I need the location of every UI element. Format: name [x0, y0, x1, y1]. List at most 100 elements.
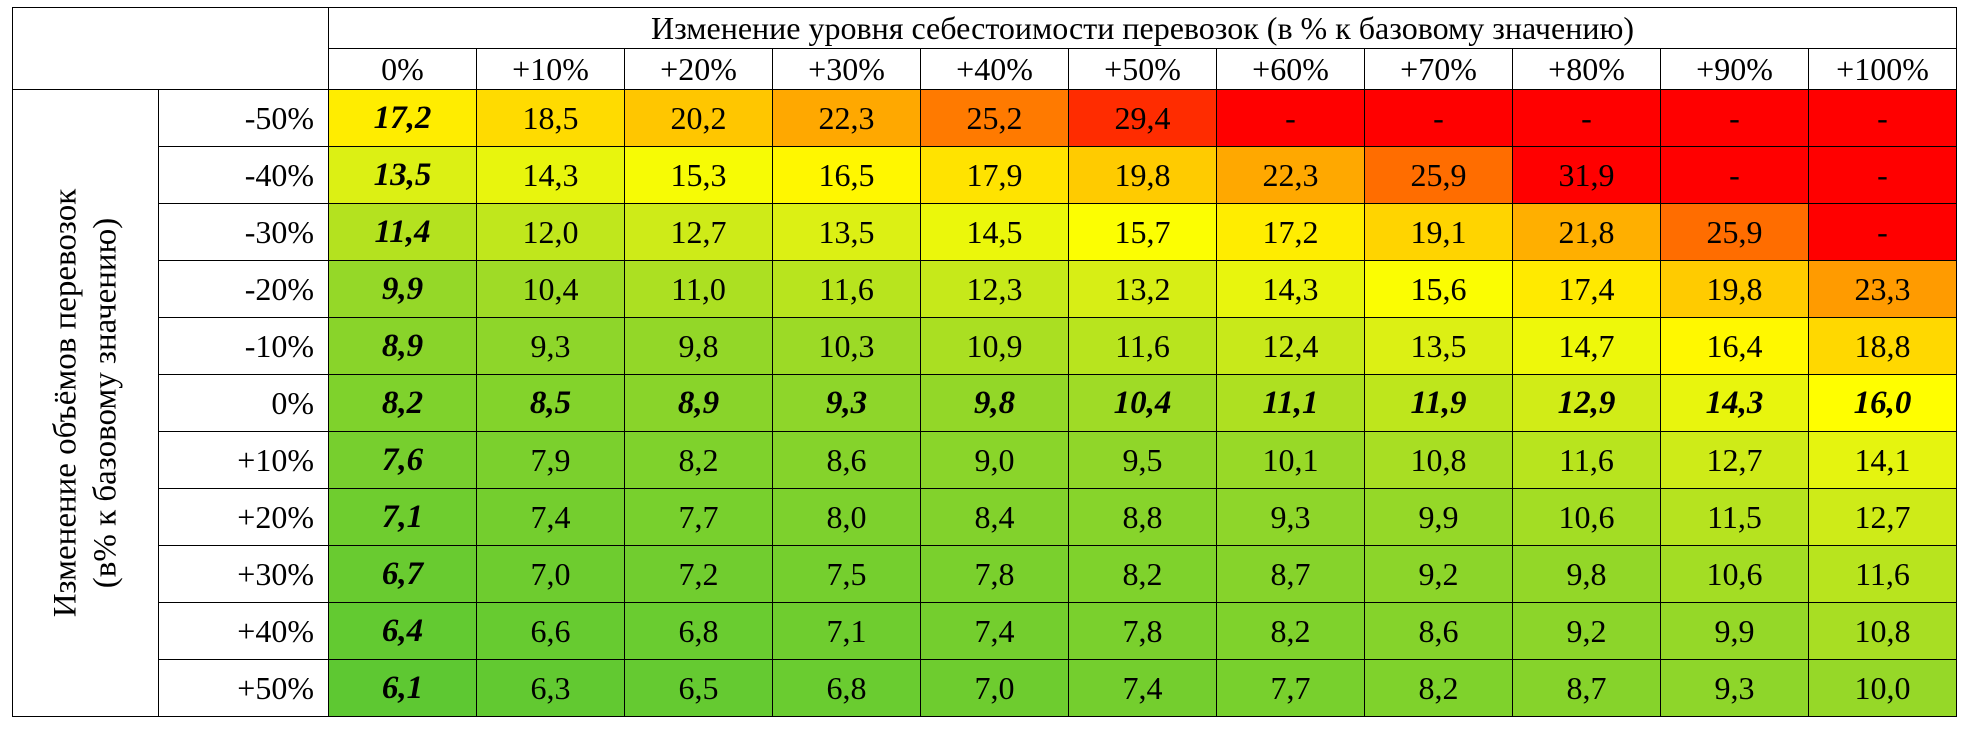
heatmap-cell: -: [1216, 89, 1365, 147]
heatmap-cell: 22,3: [1216, 146, 1365, 204]
heatmap-cell: 16,0: [1808, 374, 1957, 432]
heatmap-cell: 7,1: [328, 488, 477, 546]
x-tick-label: +10%: [476, 48, 625, 90]
heatmap-cell: 7,0: [920, 659, 1069, 717]
heatmap-cell: 8,9: [328, 317, 477, 375]
heatmap-cell: 19,1: [1364, 203, 1513, 261]
table-row: -40% 13,5 14,3 15,3 16,5 17,9 19,8 22,3 25,9 31,9…: [13, 146, 1957, 204]
heatmap-cell: 7,7: [624, 488, 773, 546]
heatmap-cell: 25,9: [1364, 146, 1513, 204]
heatmap-cell: 13,5: [1364, 317, 1513, 375]
heatmap-cell: 29,4: [1068, 89, 1217, 147]
x-tick-label: 0%: [328, 48, 477, 90]
heatmap-cell: 8,2: [328, 374, 477, 432]
heatmap-cell: -: [1808, 89, 1957, 147]
heatmap-cell: 10,8: [1808, 602, 1957, 660]
heatmap-cell: 10,4: [1068, 374, 1217, 432]
heatmap-cell: 9,8: [1512, 545, 1661, 603]
y-axis-title: Изменение объёмов перевозок (в% к базовом…: [12, 89, 159, 717]
heatmap-cell: 7,6: [328, 431, 477, 489]
table-row: +30% 6,7 7,0 7,2 7,5 7,8 8,2 8,7 9,2 9,8 10,6 11,6: [13, 545, 1957, 603]
heatmap-cell: 6,7: [328, 545, 477, 603]
heatmap-cell: 16,5: [772, 146, 921, 204]
heatmap-cell: 12,4: [1216, 317, 1365, 375]
heatmap-cell: -: [1660, 146, 1809, 204]
heatmap-cell: 9,0: [920, 431, 1069, 489]
heatmap-cell: 10,6: [1512, 488, 1661, 546]
heatmap-cell: 8,2: [1216, 602, 1365, 660]
table-row: +20% 7,1 7,4 7,7 8,0 8,4 8,8 9,3 9,9 10,6 11,5 12,7: [13, 488, 1957, 546]
table-row: Изменение объёмов перевозок (в% к базовом…: [12, 89, 1957, 717]
heatmap-cell: 9,9: [1364, 488, 1513, 546]
heatmap-cell: 7,4: [920, 602, 1069, 660]
heatmap-cell: -: [1808, 146, 1957, 204]
heatmap-cell: 8,5: [476, 374, 625, 432]
heatmap-cell: 7,4: [1068, 659, 1217, 717]
heatmap-cell: 9,9: [1660, 602, 1809, 660]
y-tick-label: +30%: [158, 545, 329, 603]
y-tick-label: -10%: [158, 317, 329, 375]
heatmap-cell: 10,1: [1216, 431, 1365, 489]
heatmap-cell: 17,4: [1512, 260, 1661, 318]
heatmap-cell: 23,3: [1808, 260, 1957, 318]
heatmap-cell: 14,7: [1512, 317, 1661, 375]
table-row: +40% 6,4 6,6 6,8 7,1 7,4 7,8 8,2 8,6 9,2 9,9 10,8: [13, 602, 1957, 660]
y-axis-title-line: (в% к базовому значению): [86, 217, 123, 589]
heatmap-cell: 8,4: [920, 488, 1069, 546]
heatmap-cell: 6,5: [624, 659, 773, 717]
heatmap-cell: 17,2: [328, 89, 477, 147]
heatmap-cell: 8,8: [1068, 488, 1217, 546]
heatmap-cell: 9,8: [920, 374, 1069, 432]
heatmap-cell: 7,7: [1216, 659, 1365, 717]
y-tick-label: -40%: [158, 146, 329, 204]
header-title-row: Изменение уровня себестоимости перевозок…: [12, 7, 1957, 90]
heatmap-cell: 14,1: [1808, 431, 1957, 489]
y-tick-label: +50%: [158, 659, 329, 717]
heatmap-cell: 8,9: [624, 374, 773, 432]
heatmap-cell: 9,5: [1068, 431, 1217, 489]
heatmap-cell: 19,8: [1068, 146, 1217, 204]
x-tick-label: +20%: [624, 48, 773, 90]
heatmap-cell: 12,7: [624, 203, 773, 261]
heatmap-cell: 9,9: [328, 260, 477, 318]
heatmap-cell: 12,7: [1660, 431, 1809, 489]
heatmap-cell: 9,2: [1512, 602, 1661, 660]
heatmap-cell: -: [1512, 89, 1661, 147]
heatmap-cell: 6,8: [772, 659, 921, 717]
heatmap-cell: -: [1660, 89, 1809, 147]
heatmap-cell: 6,4: [328, 602, 477, 660]
heatmap-cell: 7,9: [476, 431, 625, 489]
table-row: -20% 9,9 10,4 11,0 11,6 12,3 13,2 14,3 15,6 17,4 1…: [13, 260, 1957, 318]
heatmap-cell: 16,4: [1660, 317, 1809, 375]
heatmap-cell: 9,8: [624, 317, 773, 375]
heatmap-cell: 7,5: [772, 545, 921, 603]
heatmap-cell: -: [1808, 203, 1957, 261]
heatmap-cell: 21,8: [1512, 203, 1661, 261]
heatmap-cell: 11,0: [624, 260, 773, 318]
y-tick-label: +20%: [158, 488, 329, 546]
heatmap-cell: 8,7: [1512, 659, 1661, 717]
heatmap-cell: 20,2: [624, 89, 773, 147]
heatmap-cell: 11,6: [1808, 545, 1957, 603]
heatmap-cell: 10,6: [1660, 545, 1809, 603]
heatmap-cell: 13,5: [772, 203, 921, 261]
heatmap-cell: 7,8: [1068, 602, 1217, 660]
x-tick-label: +70%: [1364, 48, 1513, 90]
x-tick-label: +60%: [1216, 48, 1365, 90]
heatmap-cell: -: [1364, 89, 1513, 147]
heatmap-cell: 11,6: [772, 260, 921, 318]
x-tick-label: +90%: [1660, 48, 1809, 90]
heatmap-cell: 8,2: [624, 431, 773, 489]
heatmap-cell: 11,9: [1364, 374, 1513, 432]
heatmap-cell: 15,3: [624, 146, 773, 204]
heatmap-cell: 9,3: [772, 374, 921, 432]
x-tick-label: +40%: [920, 48, 1069, 90]
heatmap-cell: 31,9: [1512, 146, 1661, 204]
heatmap-cell: 7,2: [624, 545, 773, 603]
heatmap-cell: 25,2: [920, 89, 1069, 147]
x-tick-label: +50%: [1068, 48, 1217, 90]
table-row: +10% 7,6 7,9 8,2 8,6 9,0 9,5 10,1 10,8 11,6 12,7 14…: [13, 431, 1957, 489]
table-row: 0% 8,2 8,5 8,9 9,3 9,8 10,4 11,1 11,9 12,9 14,3 16,…: [13, 374, 1957, 432]
heatmap-table: Изменение уровня себестоимости перевозок…: [12, 7, 1957, 717]
y-tick-label: -50%: [158, 89, 329, 147]
